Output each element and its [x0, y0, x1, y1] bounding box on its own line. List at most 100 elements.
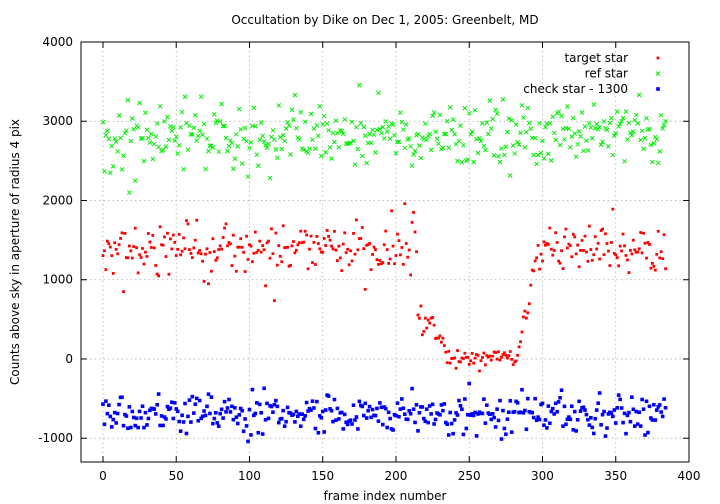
data-point	[297, 241, 301, 245]
data-point	[171, 416, 176, 421]
data-point	[274, 398, 278, 403]
data-point	[650, 418, 655, 422]
data-point	[253, 411, 258, 416]
data-point	[394, 254, 398, 257]
data-point	[480, 411, 485, 416]
data-point	[265, 241, 269, 245]
data-point	[348, 418, 353, 422]
data-point	[441, 131, 447, 137]
data-point	[574, 429, 578, 433]
data-point	[337, 244, 341, 248]
data-point	[105, 239, 109, 243]
data-point	[181, 166, 186, 172]
data-point	[118, 135, 123, 141]
series-ref-star	[100, 82, 668, 195]
data-point	[274, 155, 280, 161]
data-point	[357, 237, 361, 241]
data-point	[370, 407, 375, 412]
data-point	[390, 209, 393, 213]
data-point	[522, 315, 525, 319]
data-point	[562, 404, 567, 409]
data-point	[565, 417, 570, 422]
data-point	[126, 426, 130, 431]
data-point	[344, 420, 348, 425]
data-point	[374, 248, 377, 252]
data-point	[663, 405, 668, 410]
data-point	[551, 253, 555, 257]
data-point	[339, 410, 344, 415]
data-point	[424, 137, 430, 142]
data-point	[413, 230, 417, 234]
data-point	[369, 415, 373, 420]
data-point	[596, 241, 600, 245]
legend-label: target star	[564, 51, 628, 65]
data-point	[412, 148, 418, 154]
data-point	[659, 250, 663, 254]
data-point	[224, 410, 228, 414]
data-point	[117, 243, 121, 246]
data-point	[230, 264, 234, 267]
data-point	[318, 153, 324, 159]
data-point	[361, 124, 367, 130]
data-point	[255, 163, 261, 169]
data-point	[256, 248, 260, 252]
data-point	[109, 143, 115, 149]
data-point	[515, 139, 520, 145]
data-point	[401, 406, 406, 411]
data-point	[355, 218, 358, 222]
data-point	[230, 404, 234, 409]
data-point	[493, 425, 498, 429]
data-point	[312, 406, 316, 410]
data-point	[548, 226, 552, 230]
data-point	[648, 142, 654, 148]
data-point	[546, 151, 551, 157]
data-point	[494, 351, 498, 354]
data-point	[164, 417, 168, 421]
data-point	[375, 258, 379, 262]
data-point	[257, 402, 262, 407]
data-point	[535, 256, 539, 260]
data-point	[578, 409, 583, 413]
data-point	[148, 408, 152, 413]
data-point	[346, 247, 350, 251]
data-point	[436, 141, 441, 147]
data-point	[360, 226, 364, 229]
data-point	[278, 254, 282, 258]
data-point	[437, 336, 440, 340]
data-point	[662, 397, 666, 401]
data-point	[170, 400, 174, 405]
data-point	[658, 112, 664, 118]
data-point	[580, 239, 584, 242]
data-point	[264, 145, 270, 150]
data-point	[174, 254, 178, 257]
data-point	[619, 406, 624, 410]
data-point	[186, 414, 190, 419]
data-point	[284, 246, 288, 249]
data-point	[420, 333, 424, 337]
data-point	[190, 394, 195, 399]
data-point	[376, 419, 381, 423]
data-point	[515, 401, 520, 405]
data-point	[110, 164, 116, 169]
data-point	[582, 248, 585, 252]
data-point	[547, 120, 553, 126]
data-point	[358, 120, 364, 126]
data-point	[652, 264, 656, 268]
data-point	[398, 407, 403, 411]
data-point	[458, 403, 463, 408]
data-point	[471, 159, 476, 165]
data-point	[329, 156, 334, 162]
data-point	[286, 123, 292, 128]
data-point	[356, 427, 360, 431]
data-point	[625, 413, 630, 418]
data-point	[132, 178, 138, 184]
data-point	[608, 264, 612, 268]
data-point	[628, 419, 633, 424]
data-point	[319, 250, 323, 254]
data-point	[222, 399, 227, 404]
data-point	[519, 102, 525, 108]
data-point	[192, 112, 198, 118]
data-point	[187, 123, 192, 129]
data-point	[554, 231, 558, 235]
data-point	[644, 399, 649, 404]
